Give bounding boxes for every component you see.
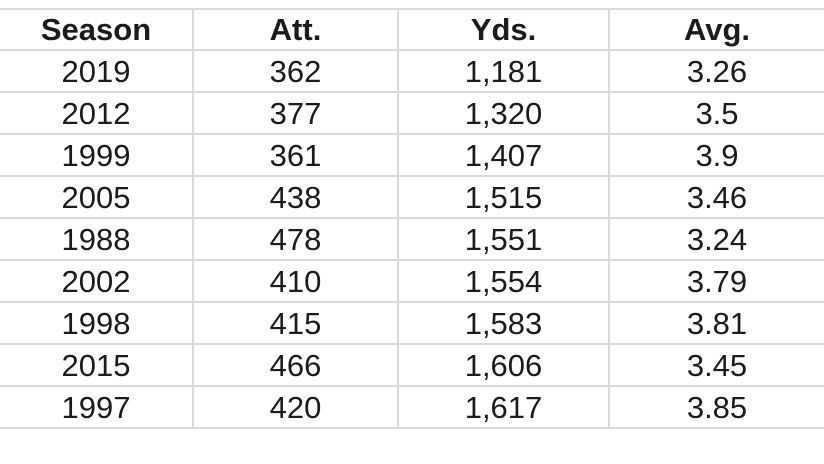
cell-att: 377 xyxy=(192,91,399,135)
table-row: 2002 410 1,554 3.79 xyxy=(0,259,824,303)
table-row: 1997 420 1,617 3.85 xyxy=(0,385,824,429)
cell-att: 438 xyxy=(192,175,399,219)
cell-att: 362 xyxy=(192,49,399,93)
table-row: 1998 415 1,583 3.81 xyxy=(0,301,824,345)
cell-att: 415 xyxy=(192,301,399,345)
cell-avg: 3.46 xyxy=(608,175,824,219)
table-row: 2019 362 1,181 3.26 xyxy=(0,49,824,93)
table-row: 1988 478 1,551 3.24 xyxy=(0,217,824,261)
column-header-att: Att. xyxy=(192,8,399,51)
stats-table: Season Att. Yds. Avg. 2019 362 1,181 3.2… xyxy=(0,8,824,429)
header-row: Season Att. Yds. Avg. xyxy=(0,8,824,51)
cell-yds: 1,551 xyxy=(397,217,610,261)
cell-yds: 1,181 xyxy=(397,49,610,93)
cell-season: 1997 xyxy=(0,385,194,429)
cell-att: 466 xyxy=(192,343,399,387)
cell-yds: 1,320 xyxy=(397,91,610,135)
cell-att: 420 xyxy=(192,385,399,429)
cell-yds: 1,554 xyxy=(397,259,610,303)
table-row: 2005 438 1,515 3.46 xyxy=(0,175,824,219)
cell-avg: 3.24 xyxy=(608,217,824,261)
cell-season: 2012 xyxy=(0,91,194,135)
cell-yds: 1,617 xyxy=(397,385,610,429)
cell-att: 478 xyxy=(192,217,399,261)
cell-avg: 3.85 xyxy=(608,385,824,429)
table-row: 2012 377 1,320 3.5 xyxy=(0,91,824,135)
cell-season: 2019 xyxy=(0,49,194,93)
cell-avg: 3.26 xyxy=(608,49,824,93)
cell-avg: 3.81 xyxy=(608,301,824,345)
cell-avg: 3.79 xyxy=(608,259,824,303)
cell-yds: 1,606 xyxy=(397,343,610,387)
cell-yds: 1,407 xyxy=(397,133,610,177)
table-row: 1999 361 1,407 3.9 xyxy=(0,133,824,177)
cell-season: 1988 xyxy=(0,217,194,261)
cell-att: 361 xyxy=(192,133,399,177)
column-header-avg: Avg. xyxy=(608,8,824,51)
stats-table-container: Season Att. Yds. Avg. 2019 362 1,181 3.2… xyxy=(0,8,824,429)
cell-season: 2005 xyxy=(0,175,194,219)
cell-yds: 1,515 xyxy=(397,175,610,219)
cell-season: 1999 xyxy=(0,133,194,177)
cell-season: 1998 xyxy=(0,301,194,345)
cell-avg: 3.9 xyxy=(608,133,824,177)
table-row: 2015 466 1,606 3.45 xyxy=(0,343,824,387)
cell-season: 2002 xyxy=(0,259,194,303)
cell-avg: 3.45 xyxy=(608,343,824,387)
column-header-yds: Yds. xyxy=(397,8,610,51)
cell-avg: 3.5 xyxy=(608,91,824,135)
cell-season: 2015 xyxy=(0,343,194,387)
column-header-season: Season xyxy=(0,8,194,51)
cell-yds: 1,583 xyxy=(397,301,610,345)
cell-att: 410 xyxy=(192,259,399,303)
